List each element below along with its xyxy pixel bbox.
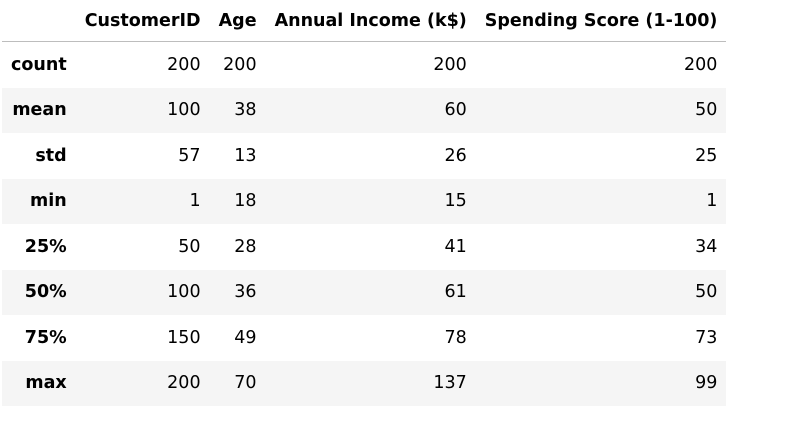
table-header: CustomerID Age Annual Income (k$) Spendi… [2,0,727,42]
table-row: 75% 150 49 78 73 [2,315,726,361]
cell-annual-income: 60 [444,100,467,121]
table-row: count 200 200 200 200 [2,42,726,88]
cell-spending-score: 25 [695,145,718,166]
row-label: count [11,54,67,75]
cell-spending-score: 73 [695,327,718,348]
table-body: count 200 200 200 200 mean 100 38 60 50 … [2,42,727,406]
column-header-spending-score: Spending Score (1-100) [475,0,727,42]
cell-annual-income: 200 [433,54,467,75]
table-row: max 200 70 137 99 [2,360,727,406]
cell-annual-income: 78 [444,327,467,348]
cell-customerid: 200 [167,373,201,394]
table-row: mean 100 38 60 50 [2,87,727,133]
table-row: min 1 18 15 1 [2,178,727,224]
column-header-annual-income: Annual Income (k$) [265,0,476,42]
cell-annual-income: 26 [444,145,467,166]
cell-spending-score: 50 [695,100,718,121]
row-label: 75% [24,327,67,348]
cell-customerid: 50 [178,236,201,257]
cell-age: 38 [234,100,257,121]
cell-annual-income: 15 [444,191,467,212]
cell-spending-score: 34 [695,236,718,257]
cell-customerid: 150 [167,327,201,348]
cell-spending-score: 1 [706,191,718,212]
table-row: 25% 50 28 41 34 [2,224,726,270]
cell-age: 70 [234,373,257,394]
cell-customerid: 100 [167,100,201,121]
cell-spending-score: 50 [695,282,718,303]
cell-annual-income: 61 [444,282,467,303]
row-label: mean [12,100,67,121]
cell-age: 28 [234,236,257,257]
cell-age: 49 [234,327,257,348]
describe-table: CustomerID Age Annual Income (k$) Spendi… [2,0,727,406]
column-header-age: Age [209,0,266,42]
cell-age: 18 [234,191,257,212]
cell-age: 200 [223,54,257,75]
cell-annual-income: 41 [444,236,467,257]
header-row: CustomerID Age Annual Income (k$) Spendi… [2,0,727,42]
cell-spending-score: 99 [695,373,718,394]
cell-customerid: 100 [167,282,201,303]
row-label: min [29,191,67,212]
index-header [2,0,76,42]
row-label: 50% [24,282,67,303]
cell-customerid: 1 [189,191,201,212]
row-label: max [25,373,67,394]
cell-spending-score: 200 [684,54,718,75]
row-label: std [35,145,67,166]
cell-annual-income: 137 [433,373,467,394]
row-label: 25% [24,236,67,257]
cell-age: 36 [234,282,257,303]
cell-customerid: 200 [167,54,201,75]
cell-customerid: 57 [178,145,201,166]
cell-age: 13 [234,145,257,166]
table-row: 50% 100 36 61 50 [2,269,727,315]
table-row: std 57 13 26 25 [2,133,726,179]
column-header-customerid: CustomerID [75,0,210,42]
